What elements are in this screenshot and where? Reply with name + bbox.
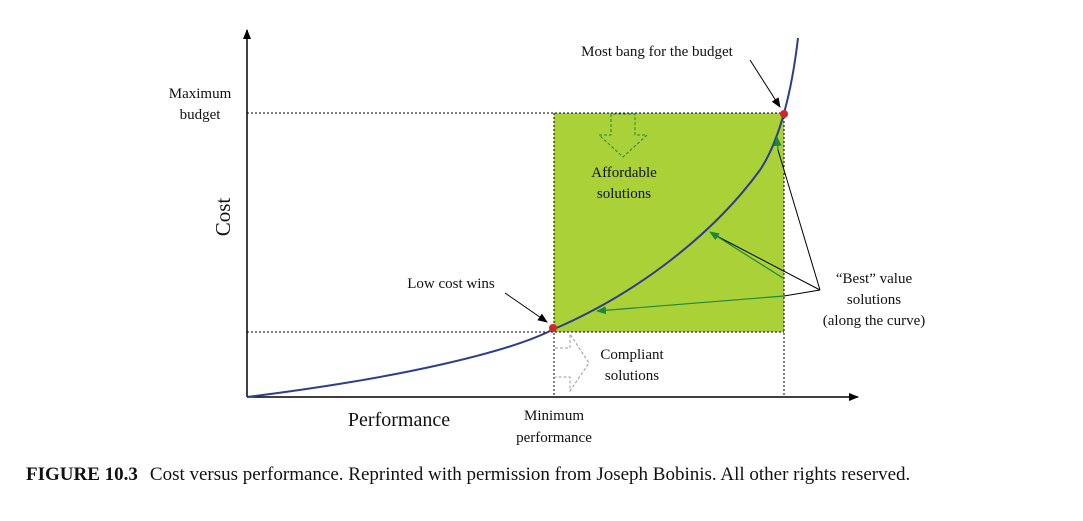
max-budget-label-line1: Maximum	[169, 86, 232, 102]
affordable-down-arrow	[597, 113, 649, 158]
low-cost-label: Low cost wins	[407, 276, 495, 292]
affordable-label-line1: Affordable	[591, 165, 657, 181]
best-value-label-line1: “Best” value	[836, 271, 913, 287]
best-value-label-line2: solutions	[847, 292, 901, 308]
cost-performance-curve	[246, 37, 799, 398]
affordable-label-line2: solutions	[597, 186, 651, 202]
y-axis-label: Cost	[211, 198, 235, 237]
cost-performance-diagram: Cost Performance Maximum budget Minimum …	[169, 29, 925, 446]
low-cost-pointer	[504, 292, 548, 323]
compliant-label-line2: solutions	[605, 368, 659, 384]
max-budget-label-line2: budget	[180, 107, 222, 123]
best-value-arrow-middle	[709, 231, 784, 279]
most-bang-point	[780, 110, 788, 118]
min-performance-label-line2: performance	[516, 430, 592, 446]
figure-caption: FIGURE 10.3 Cost versus performance. Repr…	[26, 464, 910, 486]
best-value-connector-3	[783, 289, 821, 297]
min-performance-label-line1: Minimum	[524, 408, 584, 424]
most-bang-pointer	[749, 59, 781, 108]
best-value-arrow-bottom	[596, 295, 785, 315]
low-cost-point	[549, 324, 557, 332]
compliant-label-line1: Compliant	[600, 347, 664, 363]
x-axis-label: Performance	[348, 409, 450, 431]
caption-text: Cost versus performance. Reprinted with …	[149, 464, 911, 485]
compliant-right-arrow	[555, 332, 590, 393]
most-bang-label: Most bang for the budget	[581, 44, 733, 60]
best-value-arrow-top	[773, 136, 782, 151]
best-value-connector-2	[710, 232, 821, 291]
best-value-connector-1	[777, 149, 821, 291]
caption-label: FIGURE 10.3	[26, 464, 138, 485]
affordable-region	[554, 113, 784, 332]
best-value-label-line3: (along the curve)	[823, 313, 925, 329]
